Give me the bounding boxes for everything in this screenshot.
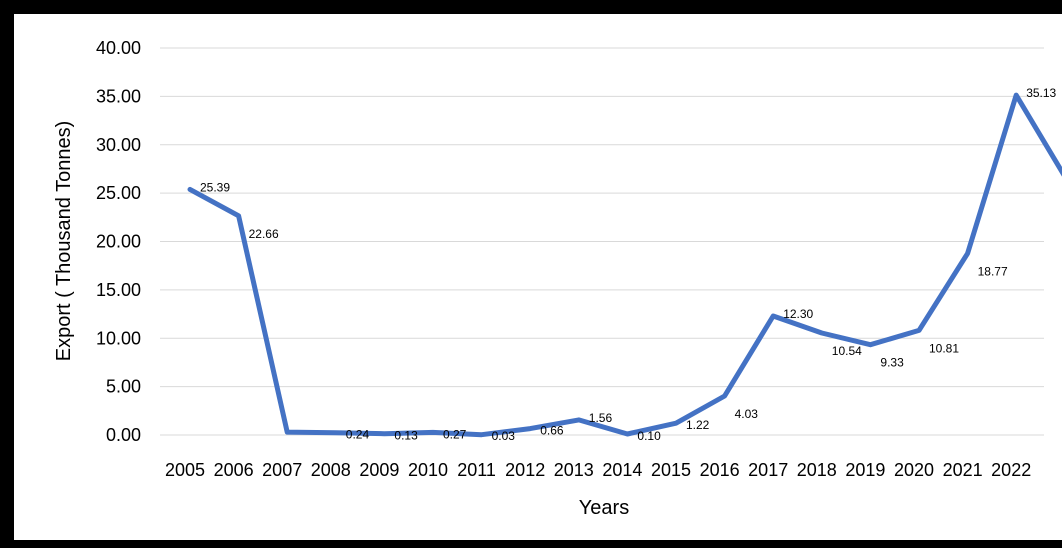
- x-tick-label: 2015: [651, 460, 691, 480]
- data-label: 4.03: [735, 407, 759, 421]
- y-tick-label: 30.00: [96, 135, 141, 155]
- x-tick-label: 2006: [214, 460, 254, 480]
- data-label: 1.56: [589, 411, 613, 425]
- x-tick-label: 2020: [894, 460, 934, 480]
- x-tick-label: 2016: [700, 460, 740, 480]
- y-tick-label: 15.00: [96, 280, 141, 300]
- y-tick-label: 20.00: [96, 232, 141, 252]
- data-label: 1.22: [686, 418, 710, 432]
- data-label: 25.39: [200, 180, 230, 194]
- data-label: 35.13: [1026, 86, 1056, 100]
- data-labels: 25.39 22.66 0.24 0.13 0.27 0.03 0.66 1.56 0.10 1.…: [200, 86, 1057, 443]
- x-tick-label: 2018: [797, 460, 837, 480]
- data-label: 18.77: [978, 264, 1008, 278]
- x-tick-label: 2014: [602, 460, 642, 480]
- x-tick-label: 2009: [359, 460, 399, 480]
- x-tick-label: 2019: [845, 460, 885, 480]
- y-tick-label: 10.00: [96, 328, 141, 348]
- y-axis-ticks: 0.00 5.00 10.00 15.00 20.00 25.00 30.00 35.00 40…: [96, 38, 141, 445]
- x-tick-label: 2005: [165, 460, 205, 480]
- gridlines: [160, 47, 1044, 436]
- data-label: 0.27: [443, 427, 467, 441]
- data-label: 0.03: [492, 429, 516, 443]
- x-tick-label: 2010: [408, 460, 448, 480]
- data-label: 12.30: [783, 307, 813, 321]
- data-label: 22.66: [249, 227, 279, 241]
- data-label: 0.24: [346, 428, 370, 442]
- y-tick-label: 40.00: [96, 38, 141, 58]
- x-tick-label: 2007: [262, 460, 302, 480]
- y-tick-label: 5.00: [106, 377, 141, 397]
- x-tick-label: 2017: [748, 460, 788, 480]
- x-axis-ticks: 2005 2006 2007 2008 2009 2010 2011 2012 2013 2014…: [165, 460, 1031, 480]
- x-tick-label: 2013: [554, 460, 594, 480]
- data-label: 10.54: [832, 344, 862, 358]
- y-tick-label: 0.00: [106, 425, 141, 445]
- x-tick-label: 2021: [943, 460, 983, 480]
- data-label: 9.33: [880, 356, 904, 370]
- data-label: 0.66: [540, 424, 564, 438]
- y-axis-label: Export ( Thousand Tonnes): [53, 121, 75, 362]
- x-axis-label: Years: [579, 497, 629, 519]
- series-line: [187, 92, 1062, 438]
- x-tick-label: 2008: [311, 460, 351, 480]
- data-label: 0.10: [637, 429, 661, 443]
- x-tick-label: 2012: [505, 460, 545, 480]
- x-tick-label: 2022: [991, 460, 1031, 480]
- y-tick-label: 25.00: [96, 183, 141, 203]
- y-tick-label: 35.00: [96, 86, 141, 106]
- data-label: 0.13: [394, 429, 418, 443]
- x-tick-label: 2011: [457, 460, 496, 480]
- data-label: 10.81: [929, 341, 959, 355]
